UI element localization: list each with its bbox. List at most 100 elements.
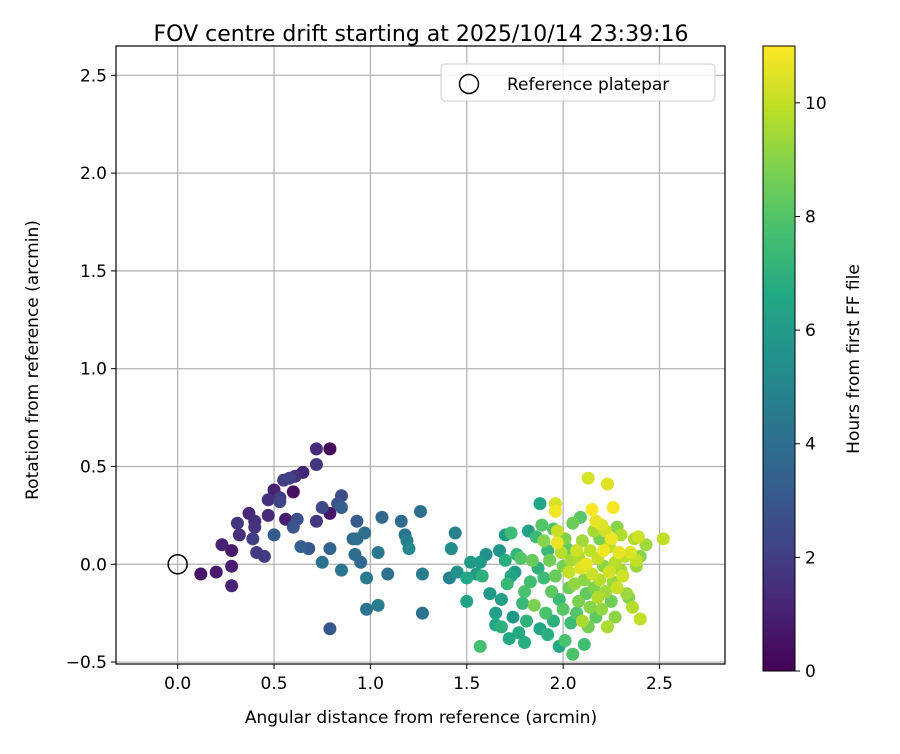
scatter-point [516,596,530,610]
scatter-point [570,544,584,558]
colorbar-tick-label: 2 [805,548,816,568]
scatter-point [348,547,362,561]
legend: Reference platepar [440,63,716,102]
scatter-point [473,639,487,653]
scatter-point [604,532,618,546]
scatter-point [460,571,474,585]
scatter-point [323,442,337,456]
scatter-point [537,571,551,585]
scatter-point [548,504,562,518]
scatter-point [273,495,287,509]
x-axis-label: Angular distance from reference (arcmin) [245,708,597,728]
scatter-point [494,620,508,634]
scatter-point [537,534,551,548]
scatter-point [612,546,626,560]
scatter-point [543,553,557,567]
scatter-point [194,567,208,581]
scatter-point [294,540,308,554]
scatter-point [394,514,408,528]
data-points [167,442,670,661]
scatter-point [360,602,374,616]
scatter-point [533,497,547,511]
scatter-point [589,514,603,528]
scatter-point [494,592,508,606]
scatter-point [309,514,323,528]
legend-marker-reference [458,73,480,95]
scatter-point [606,501,620,515]
scatter-point [415,606,429,620]
scatter-point [583,600,597,614]
y-tick-label: 1.0 [80,360,107,380]
scatter-point [535,518,549,532]
scatter-point [261,493,275,507]
scatter-point [371,546,385,560]
scatter-point [232,528,246,542]
y-tick-label: 2.0 [80,164,107,184]
scatter-point [371,598,385,612]
scatter-point [475,569,489,583]
scatter-point [558,634,572,648]
scatter-point [550,524,564,538]
y-axis-label: Rotation from reference (arcmin) [23,220,43,500]
scatter-point [444,542,458,556]
scatter-point [610,581,624,595]
scatter-point [464,555,478,569]
scatter-point [591,591,605,605]
colorbar-tick-label: 4 [805,435,816,455]
scatter-point [225,544,239,558]
scatter-point [575,534,589,548]
scatter-point [595,602,609,616]
scatter-point [556,602,570,616]
scatter-point [600,620,614,634]
scatter-point [286,485,300,499]
scatter-point [315,555,329,569]
scatter-point [309,458,323,472]
scatter-point [539,606,553,620]
scatter-point [616,569,630,583]
scatter-point [562,565,576,579]
y-tick-label: −0.5 [66,653,107,673]
scatter-point [286,520,300,534]
y-tick-label: 2.5 [80,66,107,86]
y-tick-label: 1.5 [80,262,107,282]
scatter-point [225,559,239,573]
scatter-point [360,571,374,585]
scatter-point [215,538,229,552]
scatter-point [527,598,541,612]
scatter-point [483,587,497,601]
scatter-point [631,530,645,544]
scatter-point [248,520,262,534]
axes: 0.0 0.5 1.0 1.5 2.0 2.5 −0.5 0.0 0.5 1.0 1.5 2.0 2.5 [66,45,726,694]
scatter-point [489,606,503,620]
scatter-point [541,544,555,558]
scatter-point [334,501,348,515]
scatter-point [267,528,281,542]
scatter-point [600,477,614,491]
scatter-point [315,501,329,515]
scatter-point [498,553,512,567]
scatter-point [525,553,539,567]
scatter-point [246,532,260,546]
scatter-point [564,616,578,630]
scatter-point [493,544,507,558]
x-tick-label: 0.5 [261,674,288,694]
scatter-point [512,626,526,640]
scatter-point [225,579,239,593]
scatter-point [514,551,528,565]
colorbar-tick-label: 0 [805,662,816,682]
reference-point-marker [167,554,188,575]
scatter-point [518,635,532,649]
scatter-point [602,565,616,579]
colorbar-tick-label: 8 [805,207,816,227]
scatter-point [358,526,372,540]
scatter-point [473,555,487,569]
scatter-point [550,536,564,550]
colorbar-tick-label: 10 [805,94,827,114]
scatter-point [577,637,591,651]
scatter-point [519,614,533,628]
scatter-point [323,542,337,556]
scatter-point [608,555,622,569]
chart-title: FOV centre drift starting at 2025/10/14 … [154,22,689,47]
scatter-point [572,594,586,608]
y-tick-label: 0.0 [80,555,107,575]
